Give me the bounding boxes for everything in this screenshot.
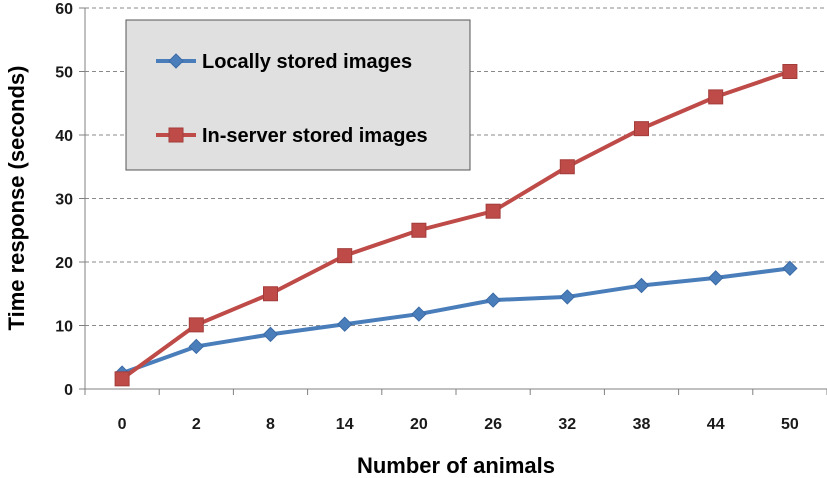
legend: Locally stored images In-server stored i… [125, 19, 471, 171]
x-tick-label: 2 [192, 416, 201, 433]
data-point-square [411, 222, 427, 238]
x-tick-label: 32 [558, 416, 576, 433]
y-tick-label: 60 [55, 1, 73, 18]
x-axis-title: Number of animals [357, 453, 555, 478]
legend-box [125, 19, 471, 171]
data-point-diamond [485, 292, 501, 308]
x-tick-label: 0 [118, 416, 127, 433]
x-tick-label: 20 [410, 416, 428, 433]
data-point-square [337, 248, 353, 264]
legend-label-in-server-stored: In-server stored images [202, 125, 428, 147]
y-tick-labels: 0 10 20 30 40 50 60 [55, 1, 73, 399]
data-point-square [708, 89, 724, 105]
data-point-diamond [707, 270, 724, 286]
y-tick-label: 20 [55, 255, 73, 272]
data-point-diamond [336, 316, 353, 332]
data-point-square [634, 121, 649, 137]
y-axis-title: Time response (seconds) [4, 66, 29, 331]
series-line-1 [120, 69, 791, 381]
series-line-0 [121, 266, 791, 376]
data-point-square [263, 286, 278, 302]
y-tick-label: 30 [55, 192, 73, 209]
legend-marker-diamond [168, 53, 184, 69]
y-tick-label: 50 [55, 65, 73, 82]
legend-marker-square [168, 127, 184, 143]
y-tick-label: 10 [55, 319, 73, 336]
y-tick-label: 0 [64, 382, 73, 399]
data-point-diamond [188, 338, 205, 355]
data-point-square [559, 159, 575, 175]
x-tick-labels: 0 2 8 14 20 26 32 38 44 50 [118, 416, 799, 433]
data-point-square [485, 203, 501, 219]
data-point-square [188, 317, 204, 333]
y-tick-label: 40 [55, 128, 73, 145]
data-point-diamond [262, 326, 279, 343]
series-group [114, 64, 798, 387]
data-point-diamond [411, 306, 427, 322]
data-point-square [114, 371, 130, 387]
x-tick-label: 26 [484, 416, 502, 433]
x-tick-label: 38 [633, 416, 651, 433]
data-point-diamond [633, 277, 650, 294]
legend-label-locally-stored: Locally stored images [202, 51, 412, 73]
data-point-diamond [782, 260, 798, 277]
axes [79, 7, 827, 395]
x-tick-label: 14 [336, 416, 354, 433]
x-tick-label: 8 [266, 416, 275, 433]
data-point-diamond [559, 289, 576, 305]
data-point-square [782, 64, 798, 79]
x-tick-label: 50 [781, 416, 799, 433]
x-tick-label: 44 [707, 416, 725, 433]
